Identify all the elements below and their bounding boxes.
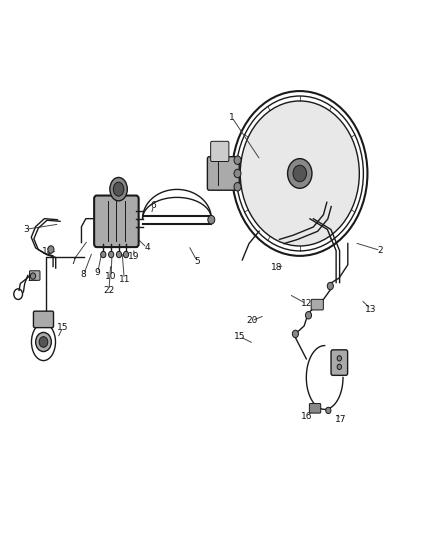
Circle shape: [124, 252, 129, 258]
Circle shape: [234, 156, 241, 165]
Circle shape: [30, 273, 35, 279]
Text: 5: 5: [194, 257, 200, 265]
Circle shape: [117, 252, 122, 258]
Circle shape: [101, 252, 106, 258]
Text: 17: 17: [335, 415, 346, 424]
Text: 16: 16: [300, 412, 312, 421]
FancyBboxPatch shape: [29, 271, 40, 280]
Text: 7: 7: [70, 257, 76, 265]
Circle shape: [109, 252, 114, 258]
Circle shape: [39, 337, 48, 348]
Circle shape: [326, 407, 331, 414]
Text: 2: 2: [378, 246, 383, 255]
FancyBboxPatch shape: [33, 311, 53, 328]
Circle shape: [35, 333, 51, 352]
Text: 19: 19: [128, 253, 140, 261]
Circle shape: [293, 165, 307, 182]
Text: 13: 13: [365, 304, 377, 313]
Ellipse shape: [110, 177, 127, 201]
Circle shape: [337, 364, 342, 369]
Text: 10: 10: [106, 272, 117, 280]
Text: 12: 12: [300, 299, 312, 308]
Text: 9: 9: [95, 269, 100, 277]
Text: 4: 4: [144, 244, 150, 253]
Ellipse shape: [113, 182, 124, 196]
Circle shape: [240, 101, 359, 246]
FancyBboxPatch shape: [94, 196, 139, 247]
FancyBboxPatch shape: [331, 350, 348, 375]
Circle shape: [234, 169, 241, 177]
Circle shape: [292, 330, 298, 337]
Text: 18: 18: [271, 263, 283, 272]
Text: 11: 11: [119, 274, 130, 284]
Circle shape: [288, 159, 312, 188]
Text: 15: 15: [57, 323, 68, 332]
FancyBboxPatch shape: [311, 300, 323, 310]
Text: 22: 22: [103, 286, 115, 295]
Text: 8: 8: [81, 270, 87, 279]
Text: 21: 21: [28, 273, 39, 282]
Circle shape: [48, 246, 54, 253]
Text: 3: 3: [23, 225, 29, 234]
Circle shape: [208, 215, 215, 224]
Circle shape: [327, 282, 333, 290]
Circle shape: [337, 356, 342, 361]
FancyBboxPatch shape: [211, 141, 229, 161]
Text: 1: 1: [229, 113, 235, 122]
Text: 20: 20: [246, 316, 258, 325]
Circle shape: [305, 312, 311, 319]
Circle shape: [234, 182, 241, 191]
FancyBboxPatch shape: [207, 157, 239, 190]
FancyBboxPatch shape: [309, 403, 321, 413]
Text: 6: 6: [151, 201, 156, 210]
Text: 18: 18: [42, 247, 53, 256]
Text: 15: 15: [234, 332, 246, 341]
